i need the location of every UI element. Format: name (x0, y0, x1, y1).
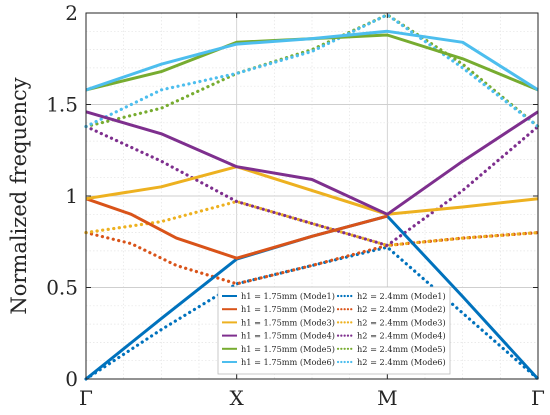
legend-label: h2 = 2.4mm (Mode5) (357, 344, 446, 354)
x-tick-label: M (377, 386, 397, 410)
legend-label: h1 = 1.75mm (Mode3) (241, 317, 335, 327)
y-tick-label: 1 (65, 184, 78, 208)
series-line (85, 110, 539, 216)
legend-box (217, 286, 451, 375)
legend-label: h2 = 2.4mm (Mode1) (357, 291, 446, 301)
series-lines (84, 13, 540, 381)
legend: h1 = 1.75mm (Mode1) h1 = 1.75mm (Mode2) h1… (217, 286, 451, 375)
legend-label: h1 = 1.75mm (Mode2) (241, 304, 335, 314)
series-line (85, 197, 388, 260)
y-tick-label: 0 (65, 367, 78, 391)
legend-label: h1 = 1.75mm (Mode4) (241, 331, 335, 341)
legend-label: h2 = 2.4mm (Mode2) (357, 304, 446, 314)
x-tick-label: X (230, 386, 245, 410)
series-line (84, 199, 540, 247)
legend-label: h1 = 1.75mm (Mode5) (241, 344, 335, 354)
series-line (84, 13, 540, 129)
series-line (85, 165, 539, 216)
legend-label: h2 = 2.4mm (Mode6) (357, 357, 446, 367)
y-tick-label: 0.5 (46, 276, 78, 300)
series-line (85, 29, 539, 92)
series-line (84, 245, 540, 381)
legend-label: h2 = 2.4mm (Mode4) (357, 331, 446, 341)
x-tick-label: Γ (79, 386, 93, 410)
y-tick-label: 2 (65, 1, 78, 25)
y-axis-label: Normalized frequency (7, 77, 31, 314)
series-line (84, 231, 540, 286)
y-tick-label: 1.5 (46, 93, 78, 117)
series-line (84, 124, 540, 247)
y-tick-labels: 0 0.5 1 1.5 2 (46, 1, 78, 391)
axis-ticks (85, 12, 539, 380)
x-tick-label: Γ (531, 386, 545, 410)
legend-label: h1 = 1.75mm (Mode1) (241, 291, 335, 301)
legend-label: h2 = 2.4mm (Mode3) (357, 317, 446, 327)
legend-label: h1 = 1.75mm (Mode6) (241, 357, 335, 367)
series-line (84, 13, 540, 129)
